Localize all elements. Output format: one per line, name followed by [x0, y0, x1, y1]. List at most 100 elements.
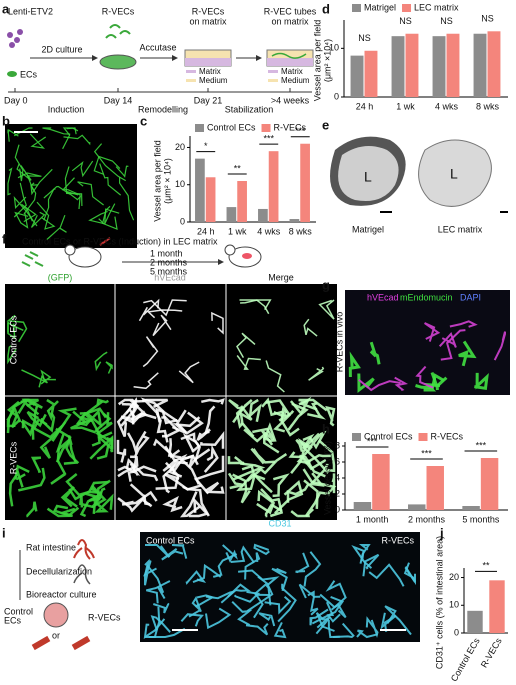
- label: Induction: [48, 104, 85, 114]
- vessel: [133, 372, 159, 390]
- vessel: [7, 167, 13, 196]
- vessel: [89, 435, 114, 460]
- vessel: [474, 372, 489, 391]
- x-tick-label: 24 h: [197, 226, 215, 236]
- vessel: [358, 544, 371, 564]
- vessel: [357, 373, 375, 394]
- schematic-i: [19, 539, 95, 651]
- vessel: [23, 184, 39, 215]
- x-tick-label: 1 wk: [228, 226, 247, 236]
- panel-label: b: [2, 113, 10, 128]
- vessel: [230, 545, 255, 563]
- legend-label: R-VECs: [431, 431, 464, 441]
- vessel: [29, 133, 47, 149]
- legend-swatch: [402, 4, 412, 12]
- vessel: [65, 473, 103, 497]
- panel-label: a: [2, 1, 10, 16]
- vessel: [46, 214, 67, 240]
- vessel: [171, 416, 201, 435]
- bar: [487, 31, 501, 97]
- vessel: [287, 402, 309, 431]
- x-tick-label: 2 months: [408, 514, 446, 524]
- vessel: [308, 366, 325, 381]
- bar: [289, 219, 300, 222]
- vessel: [162, 460, 188, 494]
- significance: ***: [295, 126, 306, 136]
- y-tick-label: 4: [335, 472, 340, 482]
- y-tick-label: 20: [449, 572, 459, 582]
- significance: NS: [399, 16, 412, 26]
- x-tick-label: 5 months: [462, 514, 500, 524]
- vessel: [295, 552, 310, 574]
- y-tick-label: 0: [454, 627, 459, 637]
- vessel: [66, 127, 77, 135]
- vessel: [204, 481, 225, 494]
- vessel: [239, 405, 255, 438]
- vessel: [18, 467, 46, 492]
- y-tick-label: 0: [180, 216, 185, 226]
- vessel: [77, 181, 104, 206]
- bar: [480, 458, 499, 510]
- y-axis-label: (μm² ×10⁴): [322, 39, 332, 82]
- vessel: [315, 615, 331, 635]
- vessel: [46, 507, 76, 518]
- bar: [300, 143, 310, 222]
- label: Matrix: [199, 67, 221, 76]
- vessel: [192, 563, 222, 584]
- vessel: [167, 438, 181, 459]
- vessel: [304, 491, 330, 517]
- vessel: [449, 320, 478, 328]
- vessel: [46, 398, 59, 422]
- significance: **: [234, 163, 242, 173]
- vessel: [6, 406, 22, 434]
- vessel: [423, 382, 441, 392]
- vessel: [36, 201, 56, 230]
- label: Rat intestine: [26, 542, 76, 552]
- label: Control ECs: [146, 535, 195, 545]
- x-tick-label: 1 month: [356, 514, 389, 524]
- vessel: [271, 567, 288, 592]
- bar: [226, 207, 237, 222]
- vessel: [235, 399, 253, 429]
- label: LEC matrix: [438, 224, 483, 234]
- bar: [473, 33, 487, 97]
- vessel: [286, 483, 310, 503]
- vessel: [52, 504, 80, 517]
- label: 1 month: [150, 248, 183, 258]
- label: 5 months: [150, 266, 188, 276]
- vessel: [126, 430, 147, 455]
- legend-label: Matrigel: [364, 2, 396, 12]
- vessel: [63, 134, 91, 146]
- vessel: [43, 188, 56, 221]
- vessel: [162, 495, 183, 513]
- vessel: [127, 465, 157, 482]
- vessel: [233, 462, 266, 481]
- vessel: [71, 160, 94, 178]
- panel-label: e: [322, 117, 329, 132]
- bar: [446, 33, 460, 97]
- vessel: [356, 629, 378, 639]
- bar: [489, 580, 505, 633]
- vessel: [185, 570, 207, 585]
- label: DAPI: [460, 292, 481, 302]
- panel-label: f: [2, 231, 7, 246]
- y-axis-label: Vessel area per field: [152, 140, 162, 222]
- vessel: [70, 410, 97, 434]
- label: Matrix: [281, 67, 303, 76]
- vessel: [232, 473, 251, 504]
- bar: [237, 181, 247, 222]
- vessel: [365, 616, 379, 639]
- y-tick-label: 10: [175, 179, 185, 189]
- bar: [405, 33, 419, 97]
- y-axis-label: (μm² × 10⁴): [162, 158, 172, 204]
- label: Decellularization: [26, 566, 92, 576]
- vessel: [264, 503, 283, 518]
- vessel: [308, 430, 327, 450]
- vessel: [14, 144, 24, 182]
- vessel: [311, 595, 345, 625]
- vessel: [152, 438, 181, 459]
- vessel: [253, 543, 270, 556]
- vessel: [238, 569, 280, 586]
- vessel: [22, 398, 39, 408]
- vessel: [188, 595, 202, 618]
